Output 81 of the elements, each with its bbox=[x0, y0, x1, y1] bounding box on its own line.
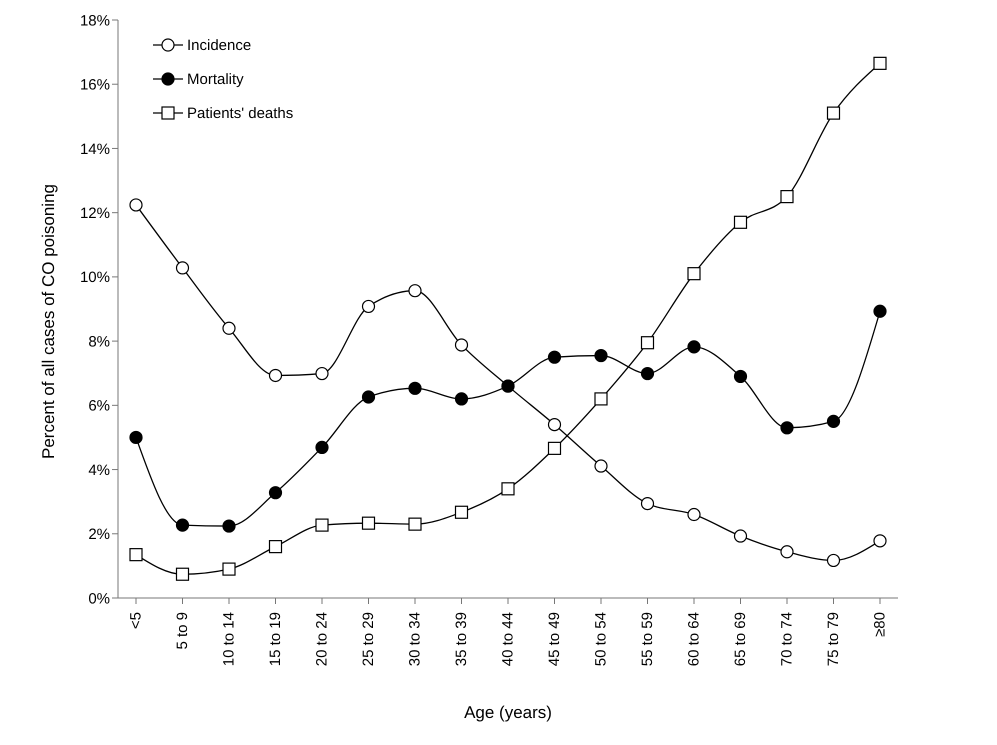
point bbox=[176, 518, 190, 532]
point bbox=[780, 545, 794, 558]
point bbox=[734, 529, 748, 543]
x-tick-label: 5 to 9 bbox=[174, 612, 191, 650]
x-tick-label: 15 to 19 bbox=[267, 612, 284, 666]
point bbox=[362, 300, 376, 314]
point bbox=[315, 440, 329, 454]
point bbox=[268, 486, 282, 500]
y-tick-label: 16% bbox=[80, 76, 110, 94]
y-tick-label: 10% bbox=[80, 269, 110, 286]
legend-label: Mortality bbox=[187, 70, 244, 88]
point bbox=[176, 568, 190, 581]
x-tick-label: 70 to 74 bbox=[778, 612, 796, 666]
point bbox=[129, 430, 143, 444]
point bbox=[687, 340, 701, 354]
point bbox=[222, 519, 236, 533]
point bbox=[408, 518, 422, 531]
x-axis-title: Age (years) bbox=[464, 703, 552, 722]
x-tick-label: 10 to 14 bbox=[220, 612, 238, 666]
point bbox=[594, 348, 608, 362]
x-tick-label: 45 to 49 bbox=[546, 612, 563, 666]
y-tick-label: 0% bbox=[88, 590, 110, 608]
point bbox=[454, 338, 468, 352]
point bbox=[826, 106, 840, 120]
point bbox=[548, 442, 562, 455]
x-tick-label: 40 to 44 bbox=[500, 612, 516, 666]
point bbox=[873, 304, 887, 318]
point bbox=[454, 392, 468, 406]
x-tick-label: 35 to 39 bbox=[453, 612, 470, 666]
point bbox=[176, 261, 190, 274]
y-tick-label: 4% bbox=[88, 462, 110, 479]
point bbox=[640, 496, 654, 510]
point bbox=[594, 392, 608, 406]
point bbox=[687, 508, 701, 522]
x-tick-label: ≥80 bbox=[872, 612, 888, 637]
legend-label: Patients' deaths bbox=[187, 104, 294, 122]
point bbox=[129, 198, 143, 212]
point bbox=[408, 382, 422, 395]
point bbox=[780, 421, 794, 434]
point bbox=[826, 554, 840, 568]
x-tick-label: 55 to 59 bbox=[639, 612, 656, 666]
point bbox=[640, 366, 654, 380]
y-tick-label: 18% bbox=[80, 12, 110, 30]
point bbox=[640, 336, 654, 350]
point bbox=[873, 56, 887, 70]
point bbox=[548, 350, 562, 364]
point bbox=[873, 534, 887, 548]
y-tick-label: 6% bbox=[88, 398, 110, 415]
y-tick-label: 12% bbox=[80, 204, 110, 222]
point bbox=[594, 459, 608, 473]
point bbox=[362, 390, 376, 404]
point bbox=[315, 518, 329, 532]
x-tick-label: 25 to 29 bbox=[360, 612, 377, 666]
point bbox=[408, 284, 422, 298]
y-axis-title: Percent of all cases of CO poisoning bbox=[39, 184, 58, 459]
legend-label: Incidence bbox=[187, 36, 252, 54]
x-tick-label: 65 to 69 bbox=[732, 612, 749, 666]
x-tick-label: 20 to 24 bbox=[314, 612, 330, 666]
point bbox=[780, 190, 794, 204]
point bbox=[268, 540, 282, 554]
point bbox=[501, 482, 515, 496]
point bbox=[687, 267, 701, 280]
point bbox=[734, 216, 748, 229]
x-tick-label: 30 to 34 bbox=[406, 612, 424, 666]
x-tick-label: 75 to 79 bbox=[825, 612, 842, 666]
y-tick-label: 2% bbox=[88, 526, 110, 544]
point bbox=[454, 506, 468, 519]
point bbox=[826, 414, 840, 428]
y-tick-label: 14% bbox=[80, 140, 110, 158]
point bbox=[362, 516, 376, 530]
x-tick-label: 60 to 64 bbox=[686, 612, 702, 666]
point bbox=[222, 562, 236, 576]
point bbox=[315, 366, 329, 380]
y-tick-label: 8% bbox=[88, 333, 110, 350]
x-tick-label: <5 bbox=[128, 612, 144, 630]
point bbox=[268, 368, 282, 382]
x-tick-label: 50 to 54 bbox=[592, 612, 610, 666]
point bbox=[222, 322, 236, 335]
point bbox=[734, 370, 748, 384]
point bbox=[129, 548, 143, 562]
point bbox=[548, 418, 562, 432]
